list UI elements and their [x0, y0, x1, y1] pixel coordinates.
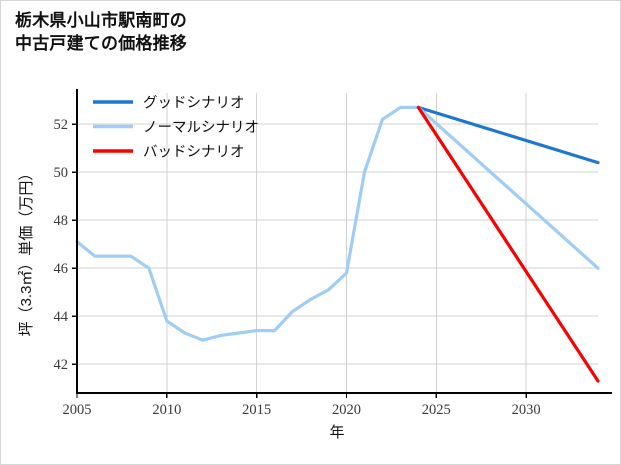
series-line-bad	[416, 105, 600, 383]
x-axis-ticks: 2005 2010 2015 2020 2025 2030	[63, 393, 541, 418]
axes	[75, 89, 612, 395]
x-tick-label: 2025	[422, 402, 451, 418]
series-line-normal	[416, 105, 600, 270]
y-tick-label: 52	[54, 117, 69, 133]
y-axis-ticks: 42 44 46 48 50 52	[54, 117, 77, 373]
x-tick-label: 2010	[152, 402, 181, 418]
y-tick-label: 50	[54, 165, 69, 181]
y-axis-title: 坪（3.3㎡）単価（万円）	[18, 166, 35, 337]
series-line-good	[416, 105, 600, 165]
x-tick-label: 2005	[63, 402, 92, 418]
y-tick-label: 44	[54, 309, 69, 325]
legend-label-good: グッドシナリオ	[143, 95, 245, 112]
legend-item-bad[interactable]: バッドシナリオ	[93, 145, 245, 161]
x-axis-title: 年	[329, 424, 344, 441]
x-tick-label: 2015	[242, 402, 271, 418]
legend-item-good[interactable]: グッドシナリオ	[93, 95, 245, 112]
y-tick-label: 42	[54, 357, 69, 373]
x-tick-label: 2030	[512, 402, 541, 418]
y-tick-label: 48	[54, 213, 69, 229]
series-lines	[75, 105, 600, 383]
page-title: 栃木県小山市駅南町の 中古戸建ての価格推移	[15, 11, 187, 54]
series-line-history	[75, 105, 420, 342]
y-tick-label: 46	[54, 261, 69, 277]
legend-item-normal[interactable]: ノーマルシナリオ	[93, 120, 259, 136]
vertical-gridlines	[166, 93, 527, 393]
legend-label-normal: ノーマルシナリオ	[143, 120, 259, 136]
legend-label-bad: バッドシナリオ	[143, 145, 245, 161]
x-tick-label: 2020	[332, 402, 361, 418]
